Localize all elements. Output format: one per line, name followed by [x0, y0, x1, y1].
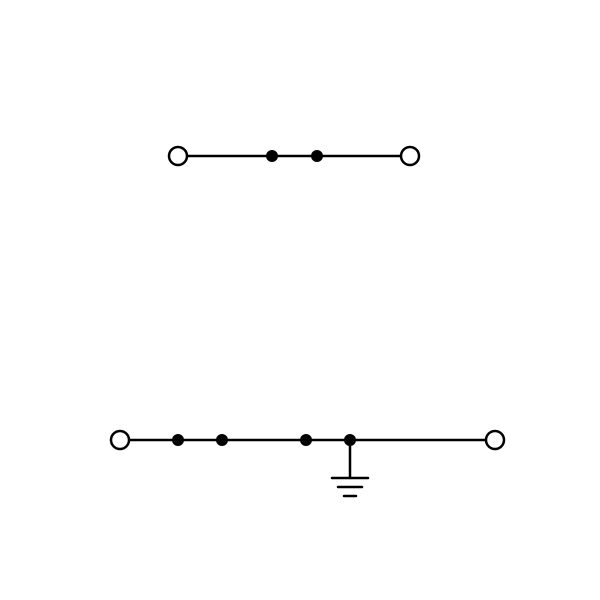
schematic-diagram — [0, 0, 600, 600]
